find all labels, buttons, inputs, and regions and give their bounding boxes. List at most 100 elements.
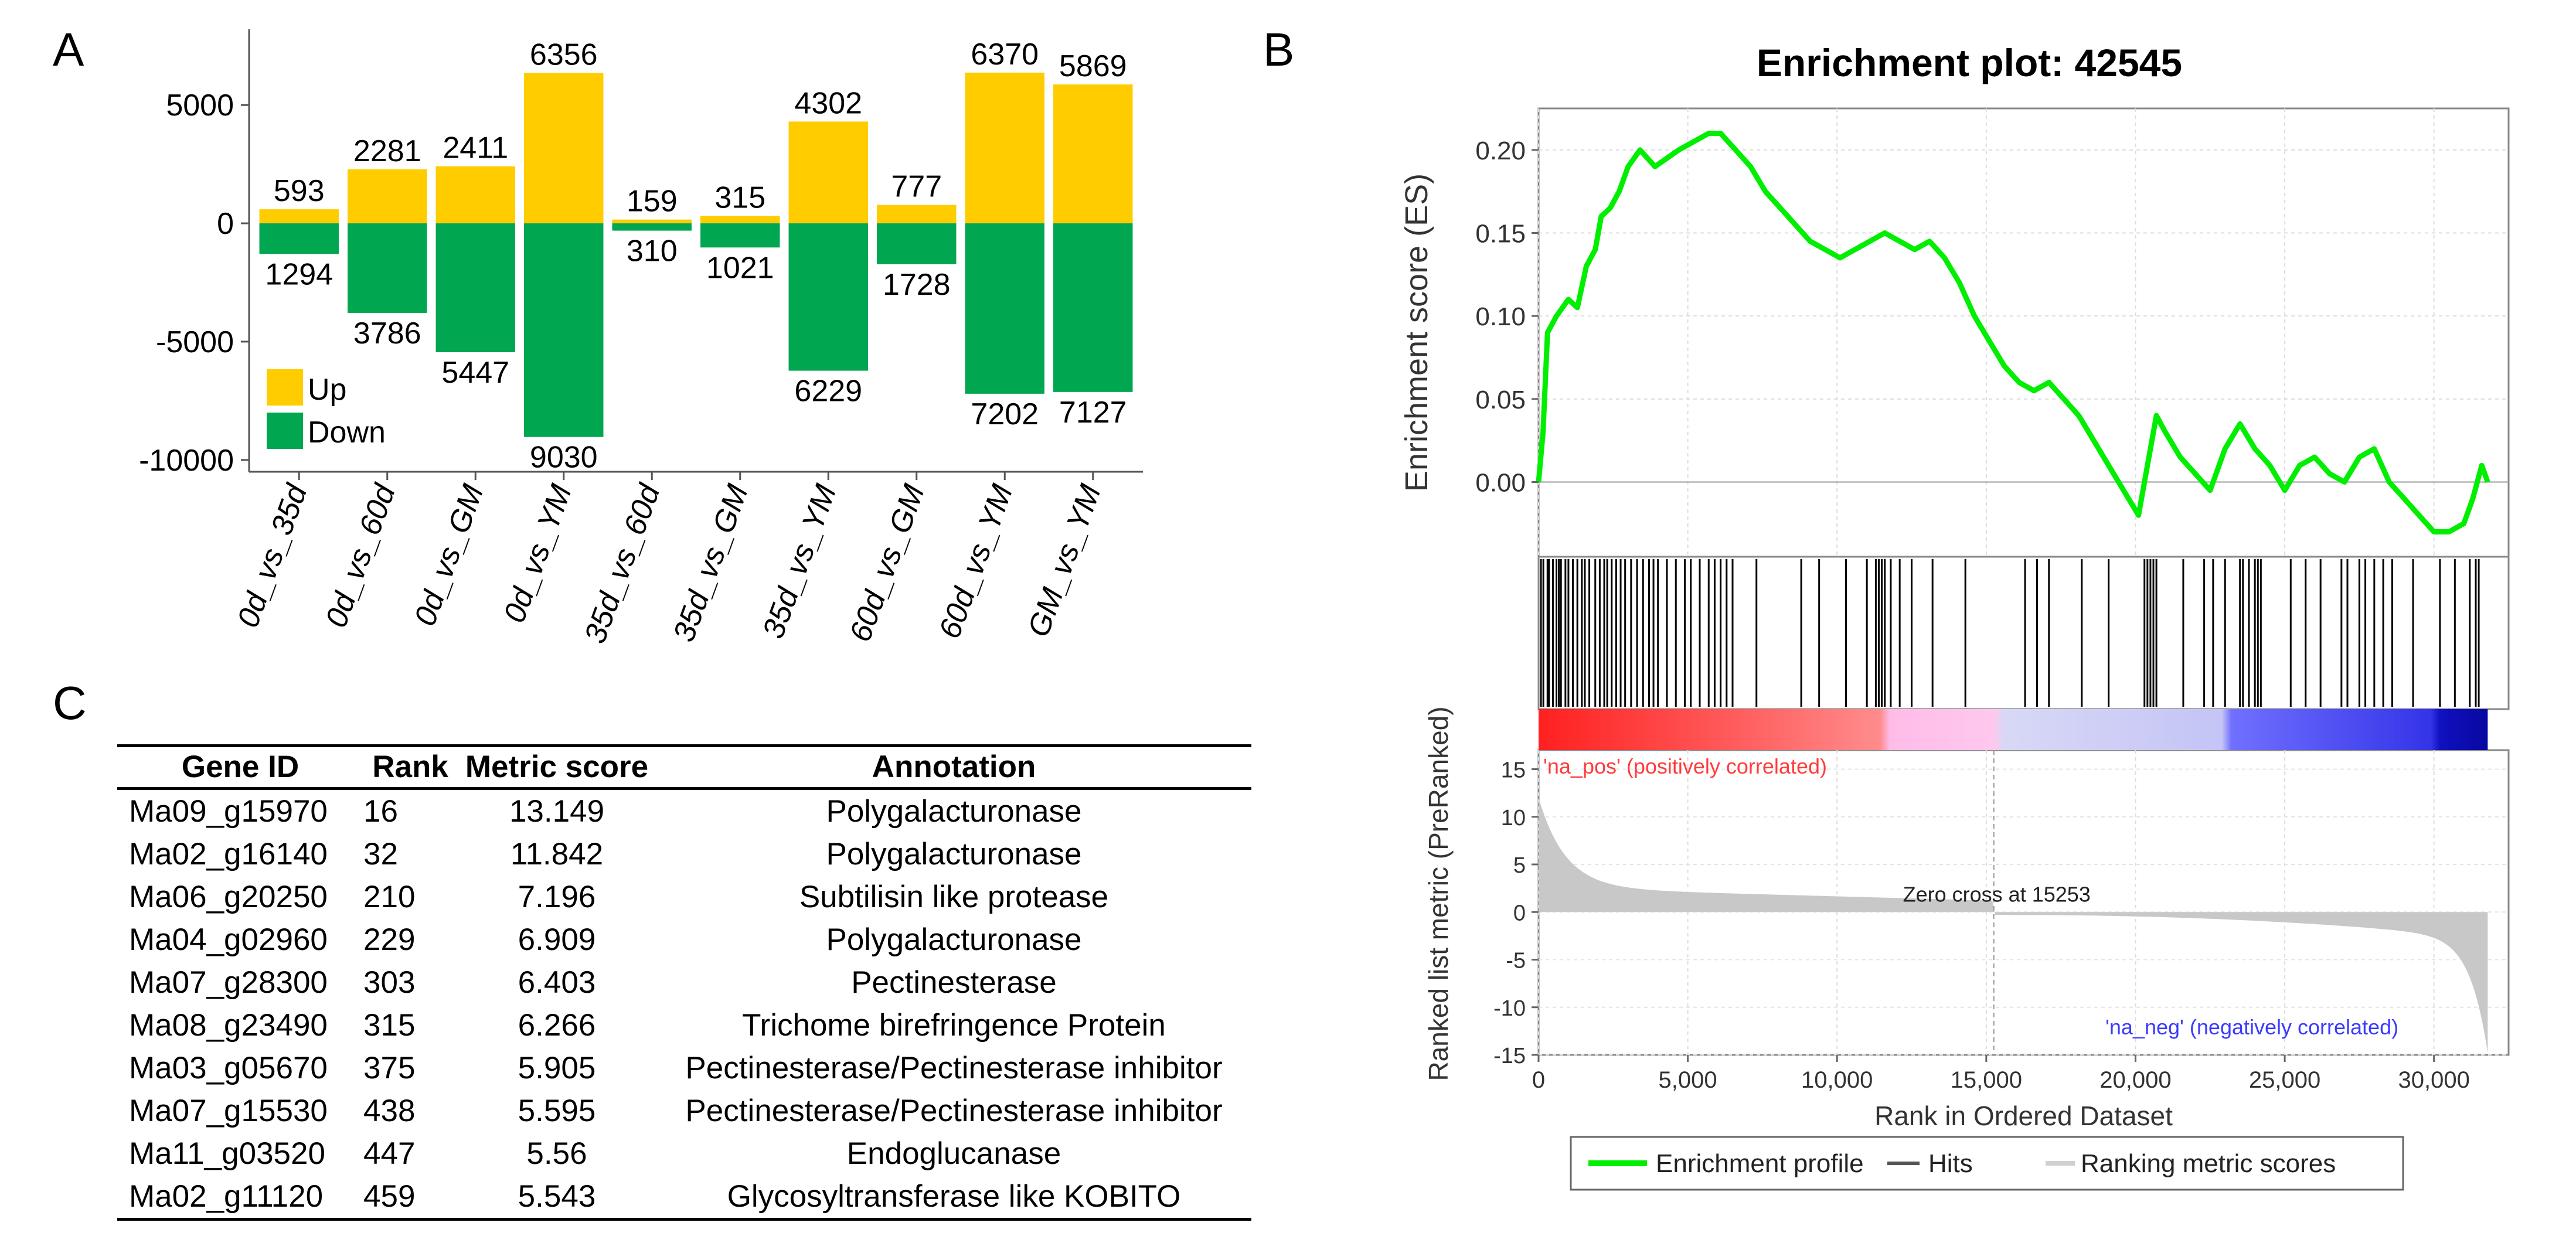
legend-down-swatch <box>267 413 303 449</box>
panel-letter-c: C <box>53 677 87 729</box>
x-tick-label: 10,000 <box>1801 1067 1873 1093</box>
label-down-35d_vs_GM: 1021 <box>706 251 774 285</box>
rank-cell: 303 <box>363 965 416 1000</box>
bar-up-0d_vs_YM <box>524 73 604 224</box>
table-row: Ma06_g20250 210 7.196 Subtilisin like prote… <box>117 876 1251 918</box>
label-down-0d_vs_GM: 5447 <box>441 356 509 390</box>
metric-axis-title: Ranked list metric (PreRanked) <box>1423 706 1454 1081</box>
gene-id-cell: Ma11_g03520 <box>129 1136 325 1171</box>
annotation-cell: Subtilisin like protease <box>799 880 1109 914</box>
gene-id-cell: Ma04_g02960 <box>129 922 328 957</box>
es-plot-area <box>1537 107 2510 558</box>
bar-up-35d_vs_GM <box>700 216 780 224</box>
bar-up-0d_vs_60d <box>348 169 427 224</box>
metric-y-tick-label: 5 <box>1513 853 1526 878</box>
label-down-60d_vs_YM: 7202 <box>971 397 1039 431</box>
rank-cell: 438 <box>363 1094 416 1128</box>
metric-y-tick-label: 15 <box>1501 758 1526 783</box>
metric-score-cell: 6.403 <box>518 965 596 1000</box>
gene-id-cell: Ma02_g16140 <box>129 837 328 871</box>
label-down-35d_vs_60d: 310 <box>627 234 678 268</box>
label-up-60d_vs_GM: 777 <box>891 170 942 204</box>
rank-cell: 229 <box>363 922 416 957</box>
metric-y-tick-label: -5 <box>1506 949 1526 973</box>
bar-up-60d_vs_YM <box>965 72 1044 224</box>
bar-up-0d_vs_35d <box>259 209 339 224</box>
category-label-60d_vs_YM: 60d_vs_YM <box>933 480 1020 643</box>
x-tick-label: 15,000 <box>1951 1067 2022 1093</box>
y-tick-label: -10000 <box>139 444 234 478</box>
category-label-35d_vs_60d: 35d_vs_60d <box>578 479 667 648</box>
label-down-0d_vs_60d: 3786 <box>353 316 421 350</box>
x-tick-label: 25,000 <box>2249 1067 2320 1093</box>
annotation-cell: Pectinesterase <box>851 965 1057 1000</box>
table-row: Ma08_g23490 315 6.266 Trichome birefringenc… <box>117 1004 1251 1047</box>
legend-up-label: Up <box>308 373 346 407</box>
label-down-0d_vs_YM: 9030 <box>530 441 598 475</box>
label-up-GM_vs_YM: 5869 <box>1059 49 1127 83</box>
y-tick-label: 0 <box>217 207 234 241</box>
label-down-0d_vs_35d: 1294 <box>265 257 333 291</box>
legend-up-swatch <box>267 369 303 406</box>
header-annotation: Annotation <box>656 744 1251 790</box>
bar-down-35d_vs_60d <box>612 223 692 231</box>
category-label-35d_vs_GM: 35d_vs_GM <box>667 480 756 646</box>
table-row: Ma07_g28300 303 6.403 Pectinesterase <box>117 961 1251 1004</box>
rank-cell: 315 <box>363 1008 416 1043</box>
bar-down-0d_vs_GM <box>435 223 515 352</box>
table-row: Ma09_g15970 16 13.149 Polygalacturonase <box>117 789 1251 833</box>
y-tick-label: -5000 <box>156 325 234 359</box>
metric-y-tick-label: -15 <box>1493 1044 1526 1068</box>
annotation-cell: Glycosyltransferase like KOBITO <box>656 1175 1251 1221</box>
label-up-0d_vs_35d: 593 <box>274 174 325 208</box>
rank-cell: 447 <box>363 1136 416 1171</box>
bar-up-35d_vs_YM <box>788 121 868 224</box>
table-row: Ma03_g05670 375 5.905 Pectinesterase/Pectin… <box>117 1047 1251 1089</box>
top-genes-table: Gene ID Rank Metric score Annotation Ma0… <box>117 744 1251 1221</box>
es-y-tick-label: 0.20 <box>1475 137 1526 165</box>
table-header-row: Gene ID Rank Metric score Annotation <box>117 744 1251 790</box>
bar-down-GM_vs_YM <box>1053 223 1133 392</box>
bar-down-35d_vs_GM <box>700 223 780 248</box>
x-tick-label: 30,000 <box>2398 1067 2470 1093</box>
legend-hits-label: Hits <box>1928 1149 1973 1178</box>
metric-score-cell: 5.56 <box>526 1136 587 1171</box>
deg-bar-chart: 5000 0 -5000 -10000 593 1294 0d_vs_35d 2281 378… <box>139 29 1143 648</box>
label-up-0d_vs_60d: 2281 <box>353 134 421 168</box>
legend-down-label: Down <box>308 416 386 449</box>
rank-cell: 16 <box>363 794 398 829</box>
bar-up-GM_vs_YM <box>1053 84 1133 224</box>
annotation-cell: Pectinesterase/Pectinesterase inhibitor <box>685 1094 1223 1128</box>
y-tick-label: 5000 <box>166 88 234 122</box>
annotation-cell: Polygalacturonase <box>826 922 1082 957</box>
label-down-60d_vs_GM: 1728 <box>883 268 951 302</box>
table-row: Ma07_g15530 438 5.595 Pectinesterase/Pectin… <box>117 1089 1251 1132</box>
annotation-cell: Polygalacturonase <box>826 794 1082 829</box>
annotation-cell: Trichome birefringence Protein <box>742 1008 1166 1043</box>
es-y-tick-label: 0.00 <box>1475 469 1526 498</box>
category-label-35d_vs_YM: 35d_vs_YM <box>756 480 843 643</box>
bar-down-0d_vs_35d <box>259 223 339 254</box>
na-pos-label: 'na_pos' (positively correlated) <box>1543 754 1827 778</box>
metric-score-cell: 11.842 <box>510 837 604 871</box>
rank-cell: 459 <box>363 1175 457 1221</box>
metric-score-cell: 7.196 <box>518 880 596 914</box>
category-label-0d_vs_GM: 0d_vs_GM <box>408 480 491 631</box>
rank-cell: 210 <box>363 880 416 914</box>
bar-down-0d_vs_60d <box>348 223 427 313</box>
metric-score-cell: 6.909 <box>518 922 596 957</box>
enrichment-plot: Enrichment plot: 42545 0 5,000 10,000 15,00… <box>1399 41 2510 1191</box>
category-label-GM_vs_YM: GM_vs_YM <box>1022 480 1108 642</box>
bar-up-60d_vs_GM <box>877 205 957 224</box>
metric-score-cell: 5.905 <box>518 1051 596 1085</box>
bar-up-0d_vs_GM <box>435 166 515 224</box>
panel-letter-a: A <box>53 23 84 76</box>
metric-score-cell: 5.543 <box>457 1175 656 1221</box>
enrichment-profile-line <box>1536 131 2490 534</box>
header-gene-id: Gene ID <box>117 744 363 790</box>
header-metric-score: Metric score <box>457 744 656 790</box>
bar-up-35d_vs_60d <box>612 219 692 224</box>
rank-cell: 375 <box>363 1051 416 1085</box>
table-row: Ma11_g03520 447 5.56 Endoglucanase <box>117 1132 1251 1175</box>
es-y-tick-label: 0.10 <box>1475 302 1526 331</box>
